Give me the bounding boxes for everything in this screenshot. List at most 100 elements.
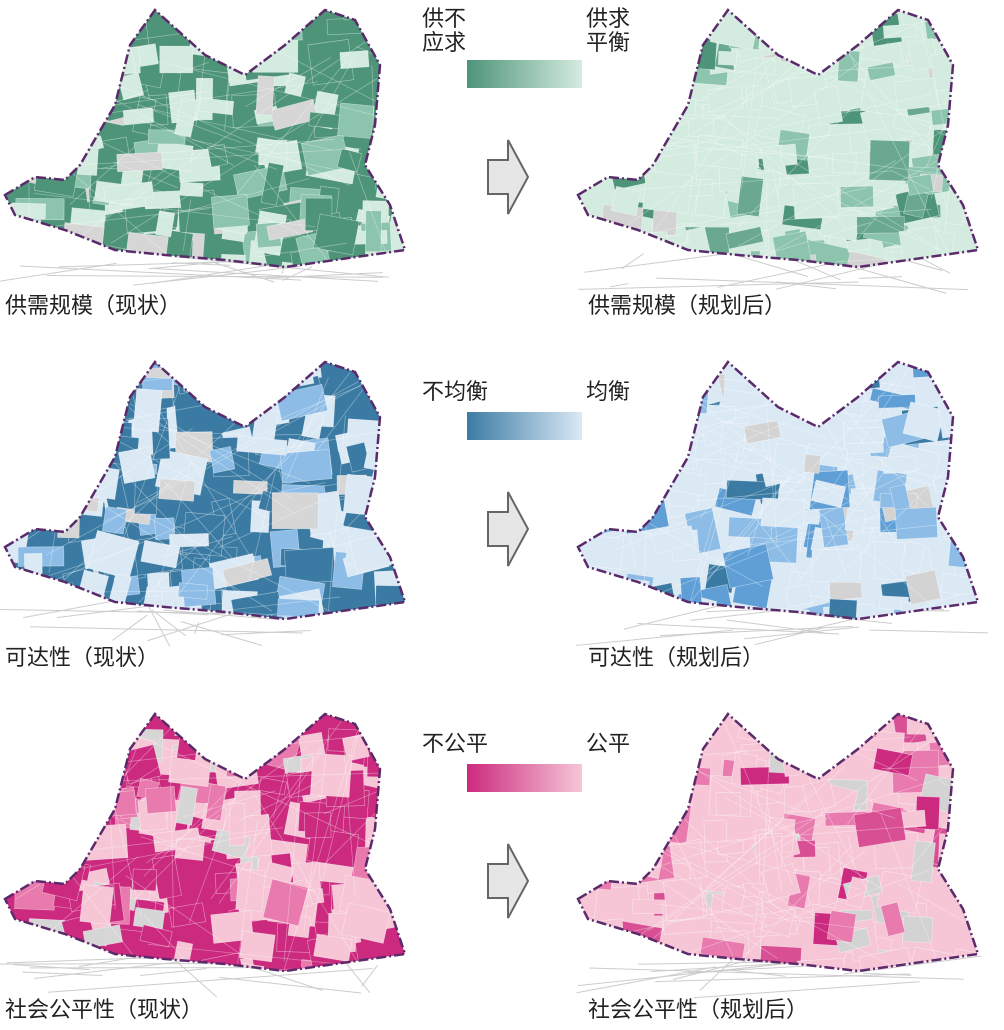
road	[349, 151, 393, 267]
road	[161, 61, 404, 123]
district	[89, 409, 113, 436]
district	[785, 583, 813, 608]
district	[33, 110, 55, 127]
district	[214, 730, 251, 757]
district	[600, 417, 635, 462]
district	[797, 957, 847, 971]
road	[588, 771, 612, 965]
district	[952, 948, 978, 971]
district	[882, 455, 918, 475]
district	[646, 241, 671, 267]
district	[602, 114, 646, 156]
road	[639, 867, 778, 959]
district	[873, 541, 906, 581]
district	[370, 714, 405, 743]
district	[663, 877, 705, 922]
district	[942, 833, 966, 860]
street	[174, 256, 389, 278]
road	[99, 141, 310, 239]
district	[183, 363, 219, 392]
road	[766, 797, 783, 892]
road	[151, 463, 191, 613]
district	[225, 728, 243, 760]
district	[928, 826, 978, 872]
district	[844, 508, 866, 533]
road	[159, 372, 351, 619]
caption-after: 供需规模（规划后）	[588, 294, 786, 319]
boundary	[3, 712, 407, 973]
road	[824, 515, 849, 579]
district	[168, 902, 206, 928]
street	[145, 601, 171, 647]
district	[313, 213, 360, 256]
boundary	[576, 360, 980, 621]
road	[192, 13, 278, 24]
district	[578, 569, 606, 612]
district	[736, 175, 764, 217]
district	[842, 620, 863, 651]
district	[48, 753, 73, 790]
road	[706, 468, 797, 575]
street	[265, 272, 383, 279]
district	[278, 968, 296, 971]
road	[636, 448, 648, 499]
district	[15, 787, 62, 818]
street	[47, 968, 373, 993]
district	[635, 388, 666, 420]
district	[951, 522, 978, 548]
district	[958, 362, 978, 391]
district	[198, 97, 235, 116]
road	[143, 898, 176, 910]
street	[655, 277, 969, 291]
road	[170, 769, 175, 928]
district	[5, 434, 34, 458]
road	[146, 419, 311, 484]
arrow	[487, 139, 530, 215]
district	[5, 579, 41, 611]
road	[890, 169, 931, 191]
district	[358, 714, 394, 742]
district	[599, 406, 621, 450]
district	[592, 67, 633, 104]
road	[621, 824, 928, 849]
district	[207, 143, 229, 168]
district	[195, 33, 217, 51]
road	[192, 139, 405, 185]
district	[370, 467, 405, 495]
district	[782, 10, 817, 37]
district	[819, 740, 847, 759]
legend-low-label: 不公平	[422, 732, 488, 757]
road	[147, 943, 334, 964]
district	[101, 506, 128, 535]
district	[974, 906, 978, 940]
district	[969, 505, 978, 533]
district	[613, 465, 640, 500]
district	[84, 376, 107, 396]
district	[21, 456, 66, 477]
district	[93, 406, 111, 443]
district	[375, 835, 404, 858]
district	[237, 25, 274, 62]
district	[399, 119, 405, 158]
district	[60, 23, 105, 55]
district	[645, 267, 676, 293]
district	[581, 69, 625, 109]
road	[286, 377, 329, 479]
legend-bar	[467, 60, 582, 88]
road	[706, 464, 927, 571]
district	[284, 72, 307, 97]
district	[594, 244, 643, 267]
street	[699, 955, 738, 991]
district	[588, 848, 612, 867]
boundary	[3, 360, 407, 621]
district	[271, 492, 319, 530]
boundary	[576, 8, 980, 269]
road	[611, 471, 808, 552]
district	[71, 613, 121, 619]
district	[376, 448, 405, 499]
district	[615, 820, 663, 857]
district	[808, 122, 831, 139]
road	[721, 716, 794, 885]
district	[169, 533, 210, 548]
